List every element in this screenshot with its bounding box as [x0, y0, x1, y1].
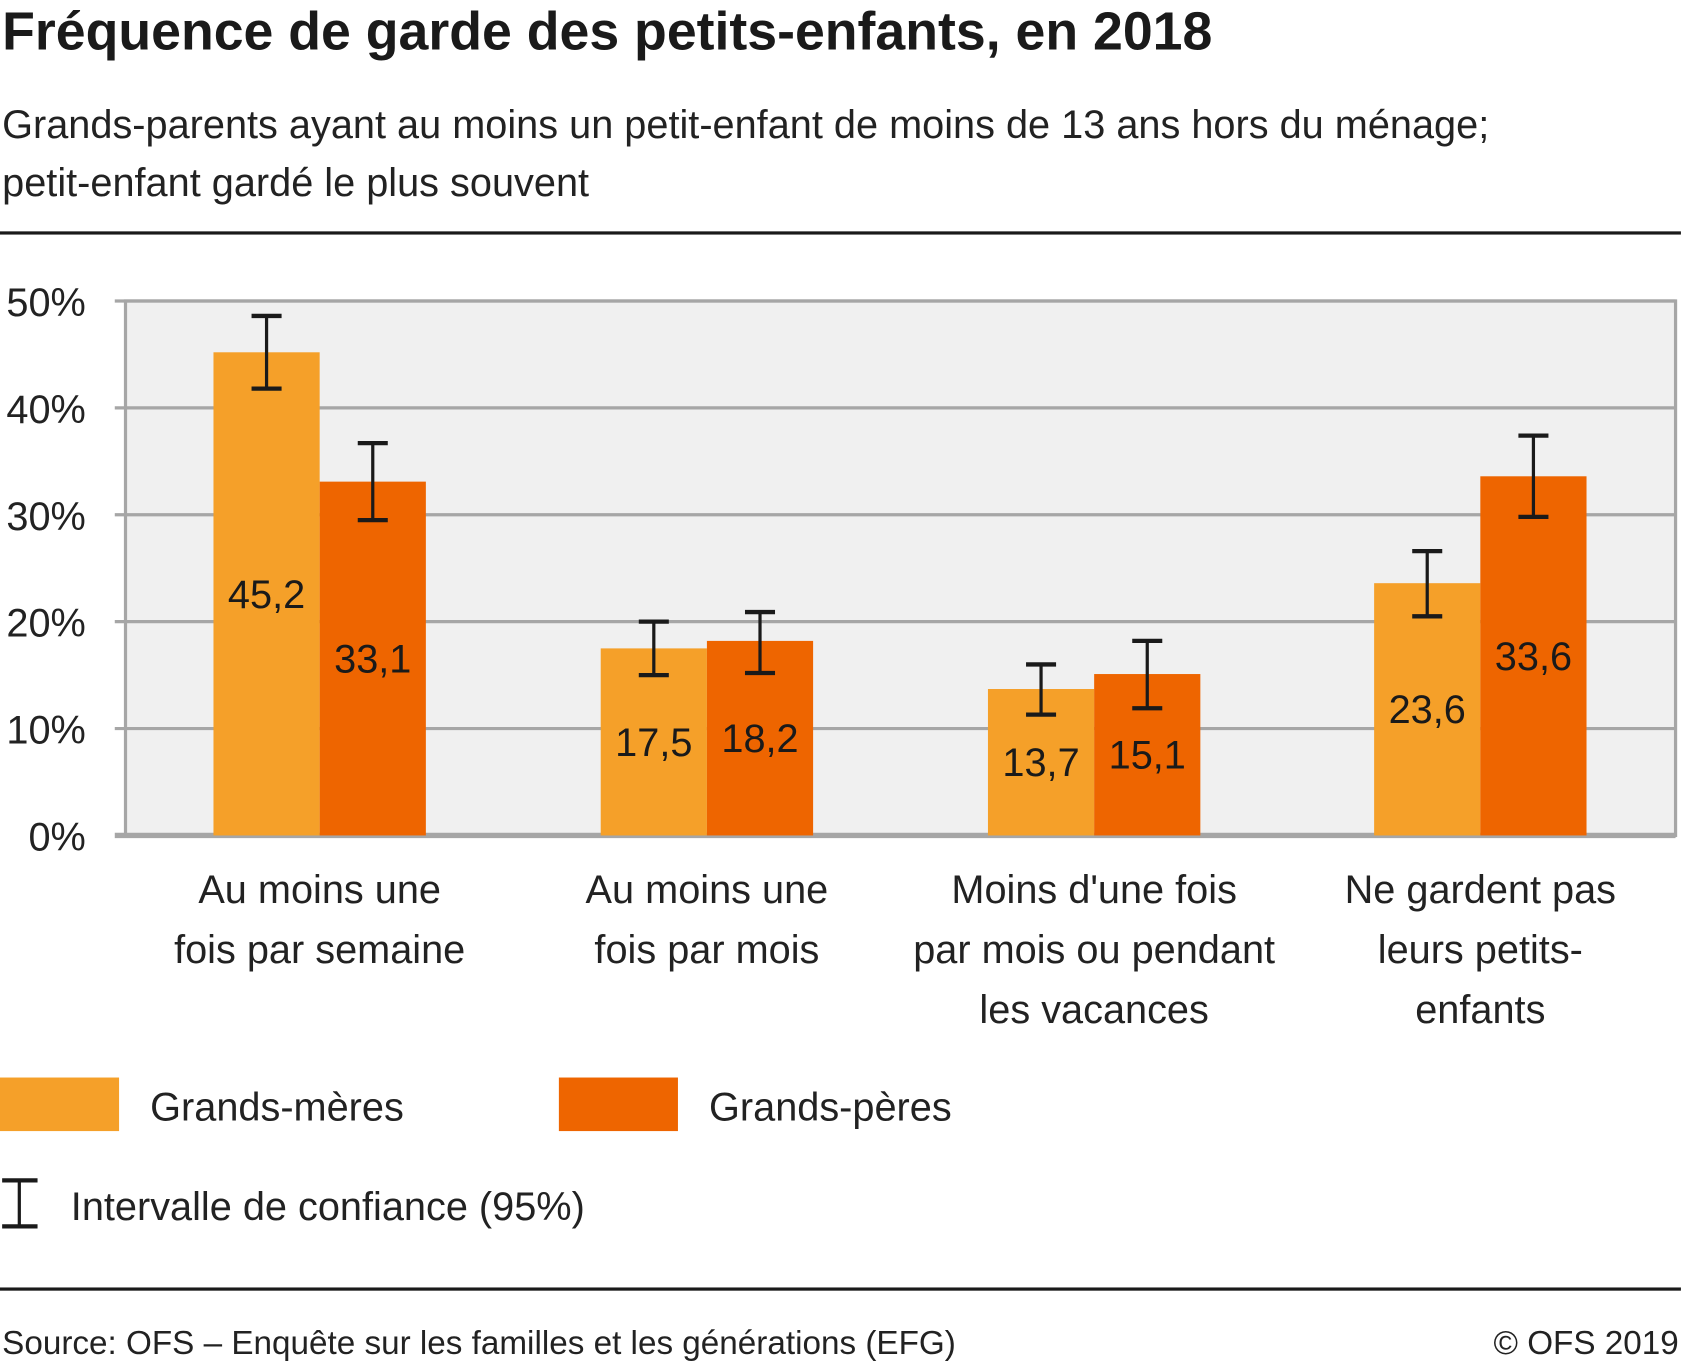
- bar: [1480, 476, 1587, 836]
- y-tick-label: 0%: [28, 815, 85, 859]
- chart-title: Fréquence de garde des petits-enfants, e…: [2, 1, 1213, 62]
- x-tick-label: les vacances: [979, 988, 1208, 1032]
- x-tick-label: Au moins une: [586, 868, 829, 912]
- ci-legend-label: Intervalle de confiance (95%): [71, 1185, 585, 1229]
- chart-subtitle: Grands-parents ayant au moins un petit-e…: [2, 102, 1490, 205]
- x-tick-label: enfants: [1415, 988, 1545, 1032]
- x-tick-label: Ne gardent pas: [1345, 868, 1616, 912]
- bar: [319, 481, 426, 836]
- y-tick-label: 40%: [6, 388, 85, 432]
- x-tick-label: fois par mois: [594, 928, 819, 972]
- y-tick-label: 30%: [6, 495, 85, 539]
- y-tick-label: 20%: [6, 602, 85, 646]
- legend-label: Grands-mères: [150, 1085, 404, 1129]
- x-tick-label: Au moins une: [198, 868, 441, 912]
- data-label: 23,6: [1389, 688, 1466, 732]
- data-label: 33,6: [1495, 635, 1572, 679]
- data-label: 17,5: [615, 721, 692, 765]
- data-label: 13,7: [1002, 741, 1079, 785]
- bar-chart: 0% 10% 20% 30% 40% 50% 45,2 33,1 Au moins une foi…: [0, 281, 1678, 1229]
- x-tick-label: Moins d'une fois: [951, 868, 1237, 912]
- data-label: 45,2: [228, 573, 305, 617]
- legend-swatch: [558, 1077, 678, 1132]
- data-label: 18,2: [721, 717, 798, 761]
- data-label: 33,1: [334, 637, 411, 681]
- copyright: © OFS 2019: [1493, 1323, 1679, 1362]
- data-label: 15,1: [1109, 734, 1186, 778]
- legend-label: Grands-pères: [709, 1085, 952, 1129]
- bar: [1374, 583, 1481, 836]
- bottom-divider: [0, 1287, 1681, 1291]
- source-note: Source: OFS – Enquête sur les familles e…: [2, 1323, 956, 1362]
- legend-swatch: [0, 1077, 120, 1132]
- x-tick-label: par mois ou pendant: [913, 928, 1275, 972]
- x-tick-label: fois par semaine: [174, 928, 465, 972]
- bar: [600, 648, 707, 836]
- y-tick-label: 50%: [6, 281, 85, 325]
- top-divider: [0, 231, 1681, 235]
- bar: [213, 352, 320, 836]
- y-tick-label: 10%: [6, 709, 85, 753]
- x-tick-label: leurs petits-: [1378, 928, 1583, 972]
